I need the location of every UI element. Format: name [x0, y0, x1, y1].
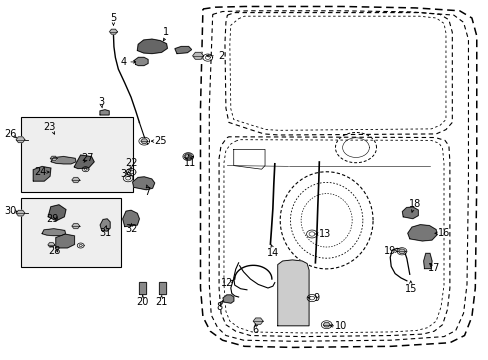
Text: 16: 16	[437, 228, 449, 238]
Text: 9: 9	[313, 293, 319, 303]
Text: 10: 10	[334, 321, 347, 331]
Text: 32: 32	[124, 224, 137, 234]
Text: 28: 28	[48, 246, 61, 256]
Text: 18: 18	[407, 199, 420, 210]
Text: 33: 33	[120, 168, 132, 179]
Text: 21: 21	[155, 297, 167, 307]
Polygon shape	[109, 29, 117, 34]
Text: 31: 31	[99, 228, 111, 238]
Text: 2: 2	[218, 51, 224, 61]
Polygon shape	[323, 323, 329, 327]
Text: 30: 30	[4, 206, 17, 216]
Polygon shape	[183, 154, 192, 159]
Text: 24: 24	[34, 167, 46, 177]
Polygon shape	[423, 253, 431, 269]
Polygon shape	[100, 219, 110, 231]
Text: 20: 20	[136, 297, 149, 307]
Bar	[20, 198, 121, 267]
Text: 19: 19	[383, 246, 396, 256]
Text: 8: 8	[216, 302, 222, 312]
Polygon shape	[56, 234, 74, 248]
Polygon shape	[402, 207, 417, 219]
Polygon shape	[72, 224, 80, 229]
Polygon shape	[398, 249, 405, 253]
Polygon shape	[72, 177, 80, 183]
Text: 3: 3	[99, 96, 104, 107]
Polygon shape	[74, 155, 94, 168]
Polygon shape	[192, 52, 203, 59]
Text: 17: 17	[427, 263, 440, 273]
Text: 6: 6	[252, 325, 258, 336]
Text: 29: 29	[46, 214, 59, 224]
Text: 22: 22	[124, 158, 137, 168]
Text: 5: 5	[110, 13, 116, 23]
Text: 27: 27	[81, 153, 93, 163]
Text: 7: 7	[144, 186, 150, 197]
Polygon shape	[48, 205, 66, 221]
Polygon shape	[141, 139, 147, 143]
Text: 14: 14	[266, 248, 279, 258]
Polygon shape	[277, 260, 308, 326]
Polygon shape	[159, 282, 165, 294]
Polygon shape	[16, 210, 25, 216]
Bar	[20, 117, 133, 192]
Polygon shape	[48, 243, 55, 247]
Text: 13: 13	[318, 229, 330, 239]
Polygon shape	[139, 282, 146, 294]
Text: 25: 25	[154, 136, 166, 146]
Polygon shape	[42, 229, 65, 236]
Text: 15: 15	[404, 284, 416, 294]
Polygon shape	[407, 225, 436, 241]
Polygon shape	[175, 46, 191, 54]
Text: 1: 1	[163, 27, 169, 37]
Polygon shape	[33, 166, 51, 181]
Polygon shape	[51, 157, 76, 164]
Polygon shape	[223, 295, 233, 303]
Text: 26: 26	[4, 129, 17, 139]
Polygon shape	[122, 210, 139, 226]
Polygon shape	[100, 110, 109, 115]
Polygon shape	[132, 177, 154, 190]
Polygon shape	[50, 156, 57, 161]
Text: 12: 12	[221, 278, 233, 288]
Text: 4: 4	[120, 57, 126, 67]
Polygon shape	[253, 318, 263, 324]
Polygon shape	[16, 137, 25, 143]
Text: 11: 11	[183, 158, 196, 168]
Polygon shape	[134, 57, 148, 66]
Polygon shape	[137, 39, 167, 54]
Text: 23: 23	[43, 122, 56, 132]
